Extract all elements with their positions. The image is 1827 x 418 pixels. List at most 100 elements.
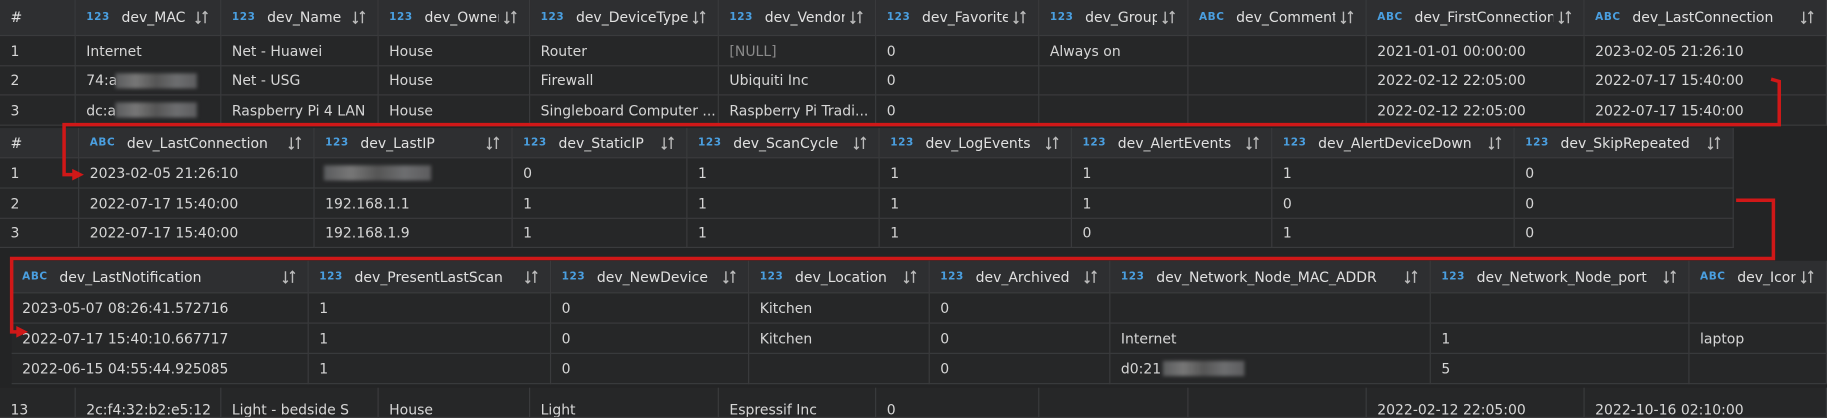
cell: 2021-01-01 00:00:00 <box>1366 36 1585 67</box>
column-header[interactable]: 123 dev_LastIP <box>314 128 513 159</box>
sort-icon[interactable] <box>288 135 302 150</box>
cell: 0 <box>876 387 1040 418</box>
cell: 0 <box>551 293 750 324</box>
cell: 2022-07-17 15:40:00 <box>1584 95 1827 126</box>
type-badge: 123 <box>540 11 565 24</box>
column-header[interactable]: 123 dev_Network_Node_MAC_ADDR <box>1110 260 1431 294</box>
column-header[interactable]: 123 dev_ScanCycle <box>687 128 880 159</box>
type-badge: ABC <box>1377 11 1403 24</box>
type-badge: ABC <box>22 270 48 283</box>
column-name: dev_AlertDeviceDown <box>1318 134 1472 151</box>
cell: 0 <box>876 95 1040 126</box>
column-header[interactable]: 123 dev_Name <box>221 0 379 37</box>
type-badge: 123 <box>890 136 914 149</box>
column-header[interactable]: ABC dev_Icon <box>1689 260 1827 294</box>
column-header[interactable]: 123 dev_DeviceType <box>530 0 719 37</box>
cell: 3 <box>0 95 76 126</box>
cell: 1 <box>1272 218 1515 248</box>
cell: 2022-07-17 15:40:10.667717 <box>11 323 309 354</box>
cell: 13 <box>0 387 76 418</box>
sort-icon[interactable] <box>195 10 209 25</box>
cell: 1 <box>1430 323 1690 354</box>
sort-icon[interactable] <box>1246 135 1260 150</box>
cell: Light <box>530 387 719 418</box>
sort-icon[interactable] <box>661 135 675 150</box>
cell: 0 <box>929 353 1111 385</box>
cell: Ubiquiti Inc <box>718 66 877 96</box>
column-name: dev_Icon <box>1737 268 1796 285</box>
sort-icon[interactable] <box>1558 10 1572 25</box>
column-header[interactable]: ABC dev_LastConnection <box>79 128 315 159</box>
sort-icon[interactable] <box>1340 10 1354 25</box>
column-header[interactable]: 123 dev_SkipRepeated <box>1514 128 1734 159</box>
column-header[interactable]: ABC dev_LastConnection <box>1584 0 1827 37</box>
column-header[interactable]: 123 dev_LogEvents <box>879 128 1072 159</box>
sort-icon[interactable] <box>1663 269 1677 284</box>
cell: 1 <box>687 158 880 189</box>
sort-icon[interactable] <box>503 10 517 25</box>
type-badge: 123 <box>1282 136 1307 149</box>
type-badge: 123 <box>231 11 256 24</box>
sort-icon[interactable] <box>849 10 863 25</box>
column-name: dev_DeviceType <box>575 9 688 26</box>
cell: 0 <box>1514 218 1734 248</box>
cell: 2022-07-17 15:40:00 <box>79 218 315 248</box>
column-header[interactable]: 123 dev_Location <box>749 260 930 294</box>
sort-icon[interactable] <box>692 10 706 25</box>
cell: 0 <box>1514 188 1734 219</box>
column-header[interactable]: 123 dev_Archived <box>929 260 1111 294</box>
sort-icon[interactable] <box>486 135 500 150</box>
column-header[interactable]: ABC dev_Comments <box>1188 0 1367 37</box>
column-header[interactable]: ABC dev_LastNotification <box>11 260 309 294</box>
sort-icon[interactable] <box>524 269 538 284</box>
sort-icon[interactable] <box>722 269 736 284</box>
cell: 2022-02-12 22:05:00 <box>1366 66 1585 96</box>
column-header[interactable]: 123 dev_Network_Node_port <box>1430 260 1690 294</box>
cell <box>1689 353 1827 385</box>
sort-icon[interactable] <box>853 135 867 150</box>
cell: 2023-02-05 21:26:10 <box>1584 36 1827 67</box>
cell: House <box>378 66 531 96</box>
column-header[interactable]: 123 dev_Group <box>1039 0 1189 37</box>
column-header[interactable]: 123 dev_NewDevice <box>551 260 750 294</box>
column-header[interactable]: 123 dev_StaticIP <box>512 128 688 159</box>
sort-icon[interactable] <box>1800 269 1814 284</box>
column-header[interactable]: 123 dev_AlertEvents <box>1071 128 1273 159</box>
sort-icon[interactable] <box>903 269 917 284</box>
cell: Raspberry Pi 4 LAN <box>221 95 379 126</box>
cell: 1 <box>0 158 80 189</box>
column-name: dev_LastConnection <box>1632 9 1774 26</box>
column-name: dev_FirstConnection <box>1414 9 1554 26</box>
column-name: dev_Group <box>1085 9 1158 26</box>
cell <box>1110 293 1431 324</box>
column-header[interactable]: 123 dev_Favorite <box>876 0 1040 37</box>
redacted-blur <box>115 73 197 89</box>
cell: 2022-02-12 22:05:00 <box>1366 95 1585 126</box>
cell: 0 <box>1071 218 1273 248</box>
type-badge: 123 <box>319 270 343 283</box>
type-badge: 123 <box>523 136 547 149</box>
sort-icon[interactable] <box>1488 135 1502 150</box>
cell: Singleboard Computer ... <box>530 95 719 126</box>
sort-icon[interactable] <box>1800 10 1814 25</box>
column-header[interactable]: 123 dev_Owner <box>378 0 531 37</box>
sort-icon[interactable] <box>352 10 366 25</box>
sort-icon[interactable] <box>282 269 296 284</box>
column-header[interactable]: 123 dev_MAC <box>75 0 222 37</box>
cell: 2023-05-07 08:26:41.572716 <box>11 293 309 324</box>
sort-icon[interactable] <box>1707 135 1721 150</box>
column-header[interactable]: 123 dev_Vendor <box>718 0 877 37</box>
cell: 2022-06-15 04:55:44.925085 <box>11 353 309 385</box>
sort-icon[interactable] <box>1013 10 1027 25</box>
type-badge: 123 <box>697 136 722 149</box>
cell: 0 <box>551 353 750 385</box>
type-badge: 123 <box>561 270 586 283</box>
column-header[interactable]: 123 dev_PresentLastScan <box>308 260 552 294</box>
sort-icon[interactable] <box>1084 269 1098 284</box>
cell: 0 <box>929 323 1111 354</box>
column-header[interactable]: ABC dev_FirstConnection <box>1366 0 1585 37</box>
column-header[interactable]: 123 dev_AlertDeviceDown <box>1272 128 1515 159</box>
sort-icon[interactable] <box>1045 135 1059 150</box>
sort-icon[interactable] <box>1404 269 1418 284</box>
sort-icon[interactable] <box>1162 10 1176 25</box>
